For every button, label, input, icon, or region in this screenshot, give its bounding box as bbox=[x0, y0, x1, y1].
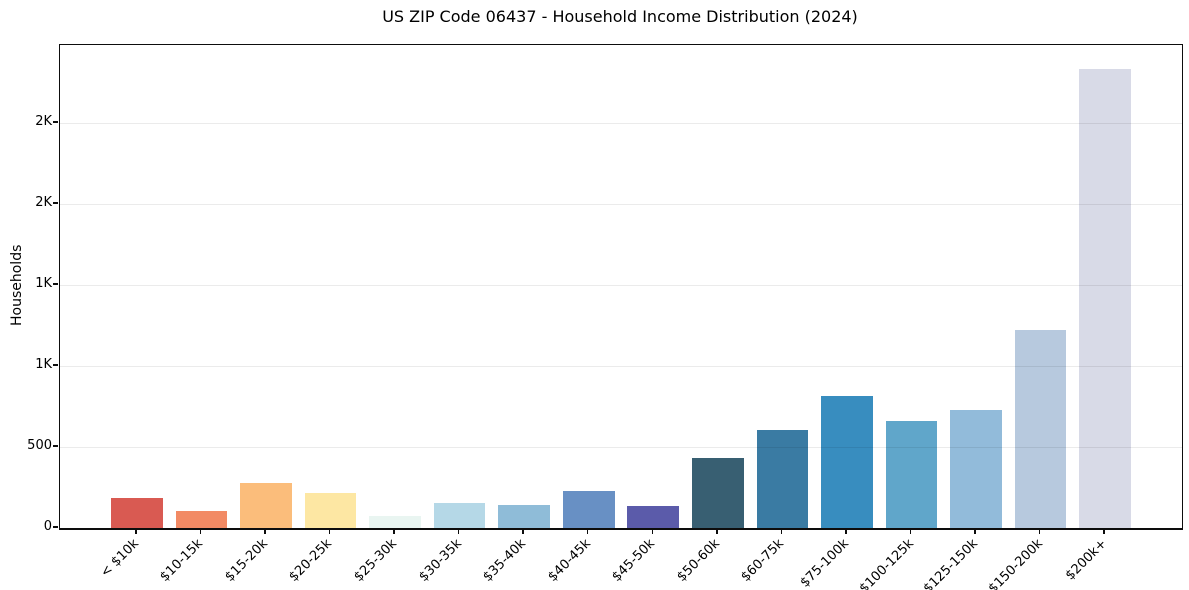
bar-16 bbox=[1079, 68, 1131, 528]
x-tick-mark bbox=[264, 529, 266, 534]
bar-15 bbox=[1014, 330, 1067, 528]
x-tick-mark bbox=[457, 529, 460, 534]
x-tick-label: < $10k bbox=[97, 536, 142, 581]
gridline bbox=[60, 365, 1182, 367]
x-tick-mark bbox=[974, 529, 976, 534]
y-tick-label: 0 bbox=[43, 519, 52, 534]
x-tick-mark bbox=[1103, 529, 1105, 534]
y-tick-label: 2K bbox=[35, 194, 52, 210]
x-tick-mark bbox=[522, 529, 524, 534]
x-tick-mark bbox=[651, 529, 654, 534]
y-tick-mark bbox=[52, 526, 58, 528]
x-tick-mark bbox=[393, 529, 395, 534]
plot-area bbox=[59, 44, 1183, 530]
y-tick-label: 2K bbox=[35, 113, 52, 129]
y-tick-mark bbox=[52, 364, 58, 366]
x-tick-mark bbox=[845, 529, 847, 534]
bar-8 bbox=[562, 491, 615, 528]
bar-10 bbox=[692, 458, 744, 528]
gridline bbox=[60, 284, 1182, 286]
bar-3 bbox=[240, 482, 292, 528]
bar-5 bbox=[369, 516, 421, 528]
x-tick-mark bbox=[716, 529, 718, 534]
x-tick-mark bbox=[199, 529, 202, 534]
bar-7 bbox=[498, 505, 550, 528]
x-tick-mark bbox=[909, 529, 912, 534]
x-tick-mark bbox=[780, 529, 783, 534]
x-tick-mark bbox=[1038, 529, 1041, 534]
gridline bbox=[60, 203, 1182, 205]
bar-1 bbox=[111, 498, 163, 528]
bar-12 bbox=[821, 395, 873, 528]
y-tick-mark bbox=[52, 283, 58, 285]
bar-13 bbox=[885, 420, 938, 528]
bar-2 bbox=[175, 511, 228, 528]
y-tick-mark bbox=[52, 202, 58, 204]
x-tick-mark bbox=[328, 529, 331, 534]
bar-14 bbox=[950, 410, 1002, 528]
bar-6 bbox=[433, 503, 486, 528]
chart-title: US ZIP Code 06437 - Household Income Dis… bbox=[382, 7, 858, 26]
y-tick-label: 1K bbox=[35, 275, 52, 291]
gridline bbox=[60, 446, 1182, 448]
bar-11 bbox=[756, 429, 809, 528]
x-tick-mark bbox=[135, 529, 137, 534]
x-tick-mark bbox=[586, 529, 589, 534]
y-tick-label: 1K bbox=[35, 356, 52, 372]
y-tick-mark bbox=[52, 121, 58, 123]
y-tick-label: 500 bbox=[27, 437, 52, 453]
bar-4 bbox=[304, 493, 357, 528]
bar-9 bbox=[627, 506, 680, 528]
y-tick-mark bbox=[52, 445, 58, 447]
gridline bbox=[60, 122, 1182, 124]
